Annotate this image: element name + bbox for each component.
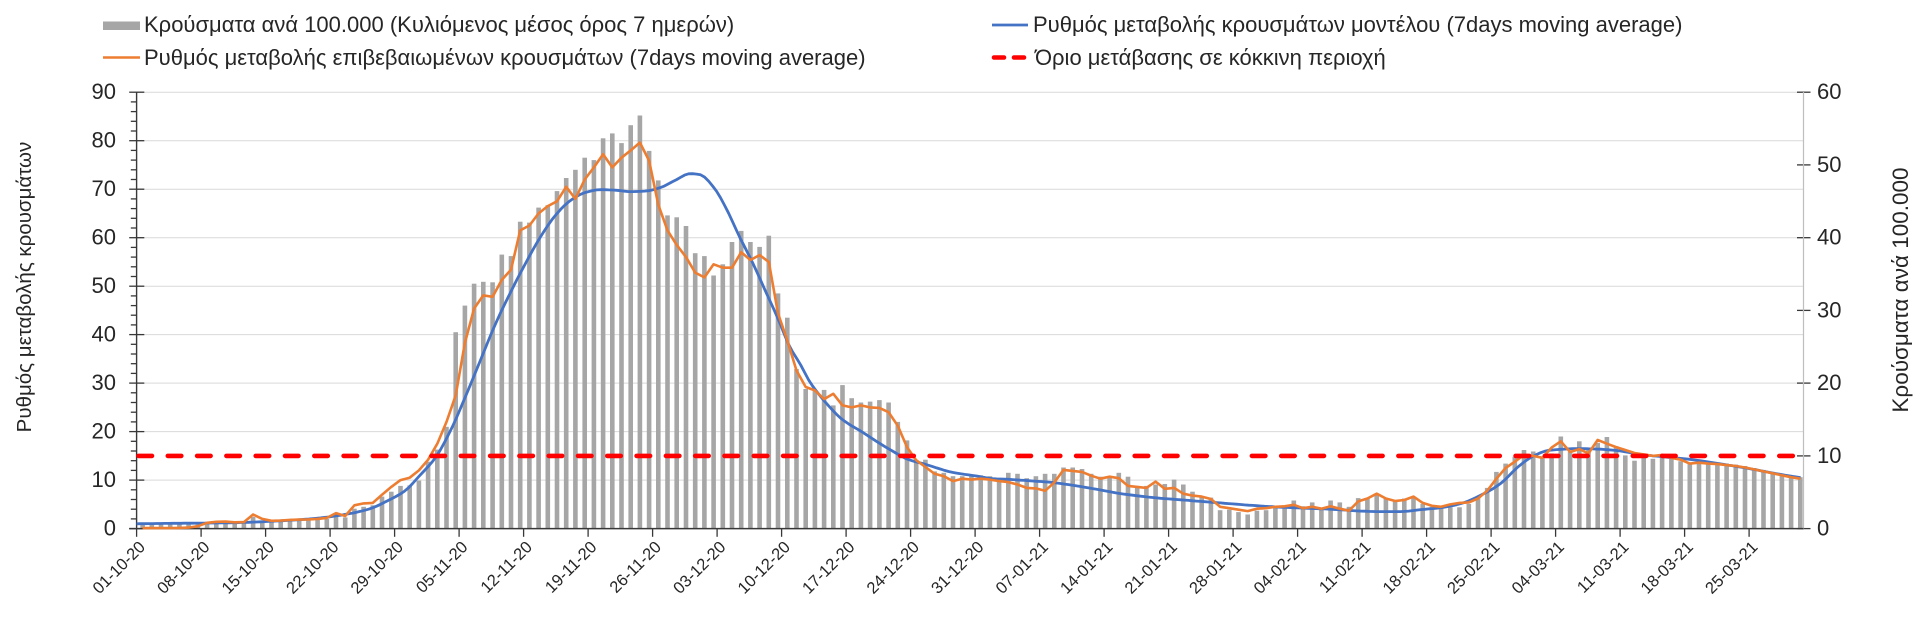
- svg-text:50: 50: [92, 273, 116, 298]
- svg-text:Όριο μετάβασης σε κόκκινη περι: Όριο μετάβασης σε κόκκινη περιοχή: [1034, 45, 1386, 70]
- svg-text:10: 10: [1817, 443, 1841, 468]
- svg-text:90: 90: [92, 79, 116, 104]
- svg-text:0: 0: [1817, 516, 1829, 541]
- svg-text:70: 70: [92, 176, 116, 201]
- svg-text:20: 20: [92, 419, 116, 444]
- svg-text:Ρυθμός μεταβολής επιβεβαιωμένω: Ρυθμός μεταβολής επιβεβαιωμένων κρουσμάτ…: [144, 45, 866, 70]
- svg-text:80: 80: [92, 128, 116, 153]
- svg-text:40: 40: [92, 322, 116, 347]
- svg-text:Κρούσματα ανά 100.000 (Κυλιόμε: Κρούσματα ανά 100.000 (Κυλιόμενος μέσος …: [144, 12, 734, 37]
- svg-text:Ρυθμός μεταβολής κρουσμάτων: Ρυθμός μεταβολής κρουσμάτων: [13, 142, 36, 433]
- svg-text:30: 30: [1817, 297, 1841, 322]
- svg-text:Ρυθμός μεταβολής κρουσμάτων μο: Ρυθμός μεταβολής κρουσμάτων μοντέλου (7d…: [1033, 12, 1682, 37]
- svg-text:60: 60: [92, 225, 116, 250]
- svg-text:50: 50: [1817, 152, 1841, 177]
- svg-text:40: 40: [1817, 225, 1841, 250]
- svg-text:60: 60: [1817, 79, 1841, 104]
- svg-text:Κρούσματα ανά 100.000: Κρούσματα ανά 100.000: [1888, 167, 1913, 412]
- svg-text:30: 30: [92, 370, 116, 395]
- svg-text:10: 10: [92, 467, 116, 492]
- svg-text:0: 0: [104, 516, 116, 541]
- svg-text:20: 20: [1817, 370, 1841, 395]
